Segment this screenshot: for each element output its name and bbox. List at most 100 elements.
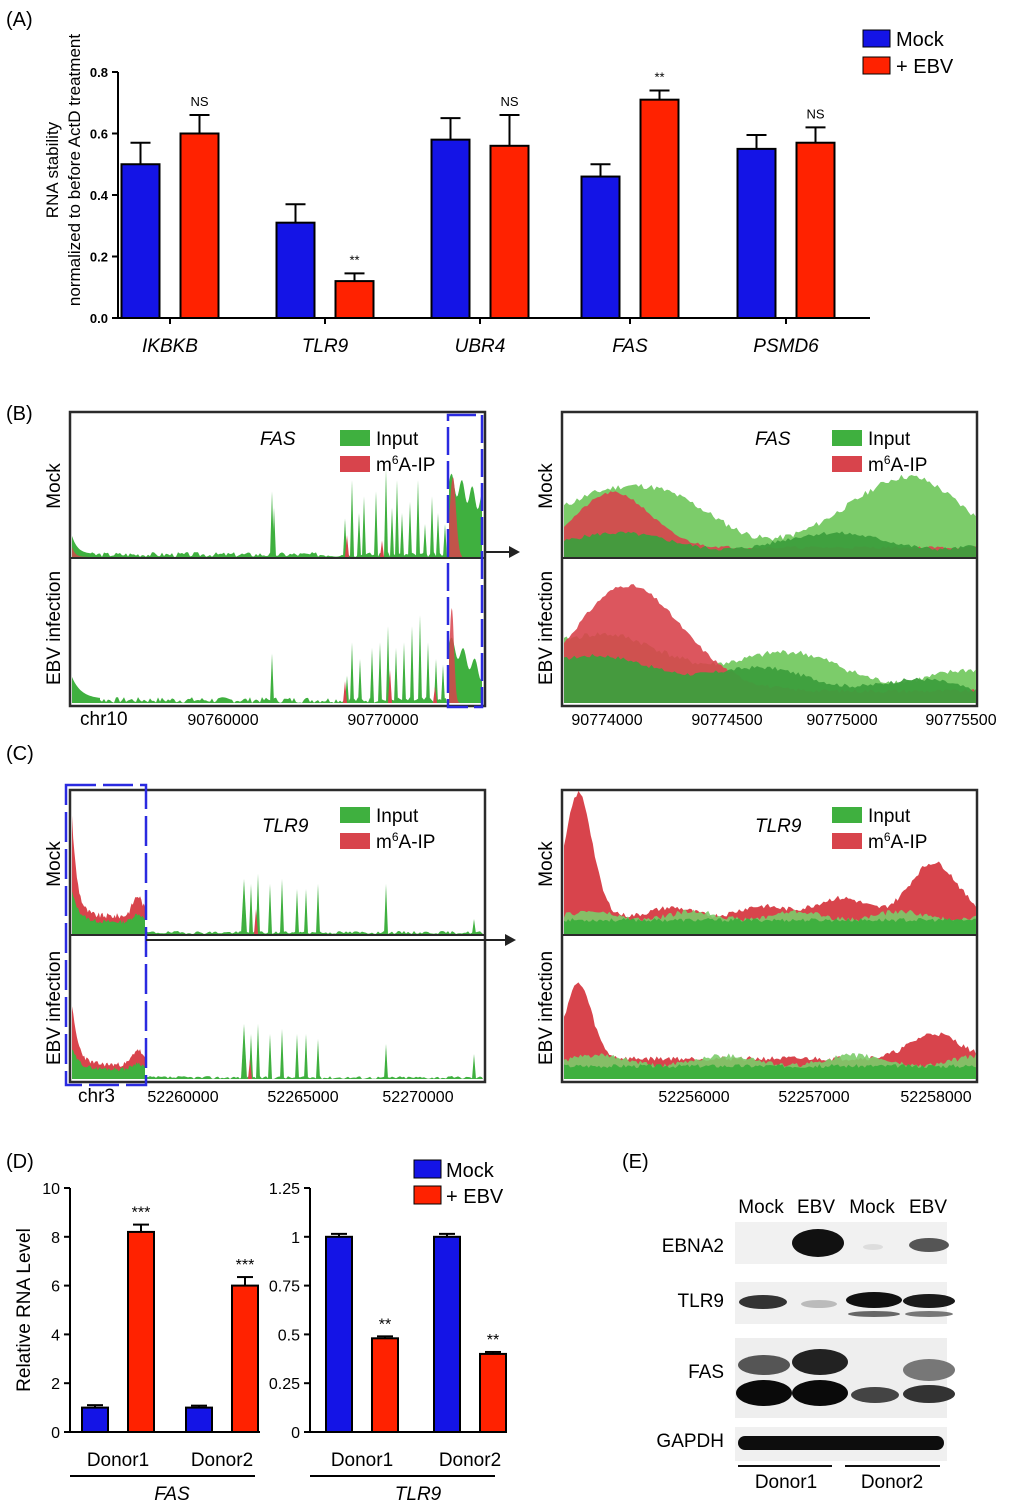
- panel-c-track-mock-label: Mock: [44, 841, 65, 887]
- coverage-baseline: [146, 931, 483, 934]
- panel-a-significance: NS: [500, 94, 518, 109]
- panel-c-zoom-legend-m6a-swatch: [832, 833, 862, 849]
- coverage-peak: [384, 884, 388, 934]
- panel-b-gene-label: FAS: [260, 429, 296, 450]
- blot-label-gapdh: GAPDH: [656, 1431, 724, 1452]
- panel-c-zoom-gene-label: TLR9: [755, 816, 802, 837]
- coverage-peak: [272, 507, 276, 557]
- panel-d-legend-mock-label: Mock: [446, 1160, 495, 1182]
- panel-d-ytick-label: 0.25: [269, 1376, 300, 1393]
- band-gapdh: [738, 1436, 944, 1450]
- panel-d-bar: [433, 1235, 461, 1434]
- panel-b-genome-track: Mock EBV infection FAS Input m6A-IP chr1…: [44, 410, 520, 730]
- panel-b-label: (B): [6, 403, 33, 425]
- coverage-peak: [350, 480, 354, 557]
- panel-b-zoom-track-ebv-label: EBV infection: [536, 571, 557, 685]
- panel-d-ytick-label: 6: [51, 1279, 60, 1296]
- zoom-overlap-coverage: [564, 654, 976, 703]
- coverage-edge-ip: [72, 547, 88, 557]
- coverage-peak: [241, 879, 247, 934]
- coverage-peak: [433, 686, 437, 703]
- panel-a-ytick-label: 0.8: [90, 65, 108, 80]
- coverage-peak: [280, 879, 284, 934]
- panel-c-gene-label: TLR9: [262, 816, 309, 837]
- panel-a-ytick-label: 0.2: [90, 250, 108, 265]
- panel-b-right-signal: [564, 474, 976, 703]
- panel-b-zoom-gene-label: FAS: [755, 429, 791, 450]
- coverage-peak: [270, 653, 274, 703]
- panel-c-left-tick-3: 52270000: [382, 1089, 453, 1106]
- panel-c-right-tick-3: 52258000: [900, 1089, 971, 1106]
- panel-b-zoom-arrowhead: [509, 546, 520, 558]
- zoom-ip-coverage: [564, 790, 976, 934]
- band-fas-ebv2-lower: [903, 1385, 955, 1403]
- coverage-baseline: [72, 552, 447, 557]
- coverage-peak: [316, 1039, 320, 1079]
- coverage-zoom-region: [72, 1049, 145, 1079]
- band-fas-mock2: [851, 1387, 899, 1403]
- band-ebna2-ebv1: [792, 1229, 844, 1257]
- panel-a-bar: [120, 163, 161, 319]
- coverage-peak: [304, 1034, 308, 1079]
- panel-b-left-signal: [72, 469, 482, 703]
- panel-a-significance: **: [349, 252, 359, 267]
- coverage-peak: [472, 1054, 476, 1079]
- panel-d: (D) Relative RNA Level 0246810Donor1***D…: [6, 1151, 507, 1505]
- panel-a-significance: **: [654, 69, 664, 84]
- blot-label-ebna2: EBNA2: [662, 1236, 724, 1257]
- panel-d-ylabel: Relative RNA Level: [14, 1228, 35, 1392]
- panel-d-significance: **: [379, 1316, 391, 1333]
- panel-a-bar: [489, 144, 530, 319]
- coverage-peak: [350, 642, 354, 703]
- panel-c-track-ebv-label: EBV infection: [44, 951, 65, 1065]
- panel-b-chrom-label: chr10: [80, 709, 128, 730]
- panel-b-right-tick-2: 90774500: [691, 712, 762, 729]
- panel-a-bar: [334, 280, 375, 320]
- panel-d-significance: ***: [236, 1257, 255, 1274]
- coverage-peak: [295, 1034, 299, 1079]
- panel-d-fas-gene-label: FAS: [154, 1484, 190, 1505]
- coverage-peak: [370, 648, 374, 703]
- band-ebna2-mock2: [863, 1244, 883, 1250]
- coverage-peak: [248, 1059, 252, 1079]
- panel-a-label: (A): [6, 9, 33, 31]
- panel-b-zoom-track: Mock EBV infection FAS Input m6A-IP 9077…: [536, 410, 997, 729]
- band-fas-mock1-lower: [736, 1380, 792, 1406]
- panel-b-right-tick-3: 90775000: [806, 712, 877, 729]
- coverage-peak: [268, 1034, 272, 1079]
- coverage-peak: [384, 1044, 388, 1079]
- zoom-overlap-coverage: [564, 918, 976, 934]
- coverage-peak: [388, 670, 392, 703]
- panel-a-bar: [736, 147, 777, 319]
- band-tlr9-ebv2: [903, 1294, 955, 1308]
- panel-d-legend-ebv-swatch: [413, 1185, 442, 1205]
- band-fas-ebv1-lower: [792, 1380, 848, 1406]
- coverage-peak: [395, 480, 399, 557]
- coverage-peak: [304, 889, 308, 934]
- panel-c-label: (C): [6, 743, 34, 765]
- coverage-zoom-region-ip: [449, 608, 460, 703]
- panel-d-category-label: Donor2: [191, 1450, 253, 1471]
- blot-gapdh: [735, 1427, 947, 1461]
- panel-b-zoom-legend-input-label: Input: [868, 429, 911, 450]
- panel-d-category-label: Donor1: [87, 1450, 149, 1471]
- panel-a-legend: Mock + EBV: [862, 29, 954, 78]
- panel-d-legend: Mock + EBV: [413, 1159, 504, 1208]
- coverage-peak: [423, 524, 427, 557]
- panel-e: (E) Mock EBV Mock EBV EBNA2 TLR9 FAS GAP…: [622, 1151, 955, 1493]
- coverage-peak: [430, 496, 434, 557]
- blot-label-fas: FAS: [688, 1362, 724, 1383]
- panel-a-bar: [275, 221, 316, 319]
- panel-d-ytick-label: 10: [42, 1181, 60, 1198]
- panel-b-legend-m6a-swatch: [340, 456, 370, 472]
- panel-a-category-label: IKBKB: [142, 336, 198, 357]
- blot-fas: [735, 1338, 955, 1418]
- band-tlr9-mock1: [739, 1295, 787, 1309]
- coverage-peak: [418, 615, 422, 703]
- panel-b-legend-input-swatch: [340, 430, 370, 446]
- panel-c-zoom-box: [64, 783, 148, 1087]
- coverage-peak: [472, 919, 476, 934]
- panel-d-ytick-label: 1: [291, 1230, 300, 1247]
- zoom-ip-coverage: [564, 491, 976, 557]
- coverage-peak: [386, 626, 390, 703]
